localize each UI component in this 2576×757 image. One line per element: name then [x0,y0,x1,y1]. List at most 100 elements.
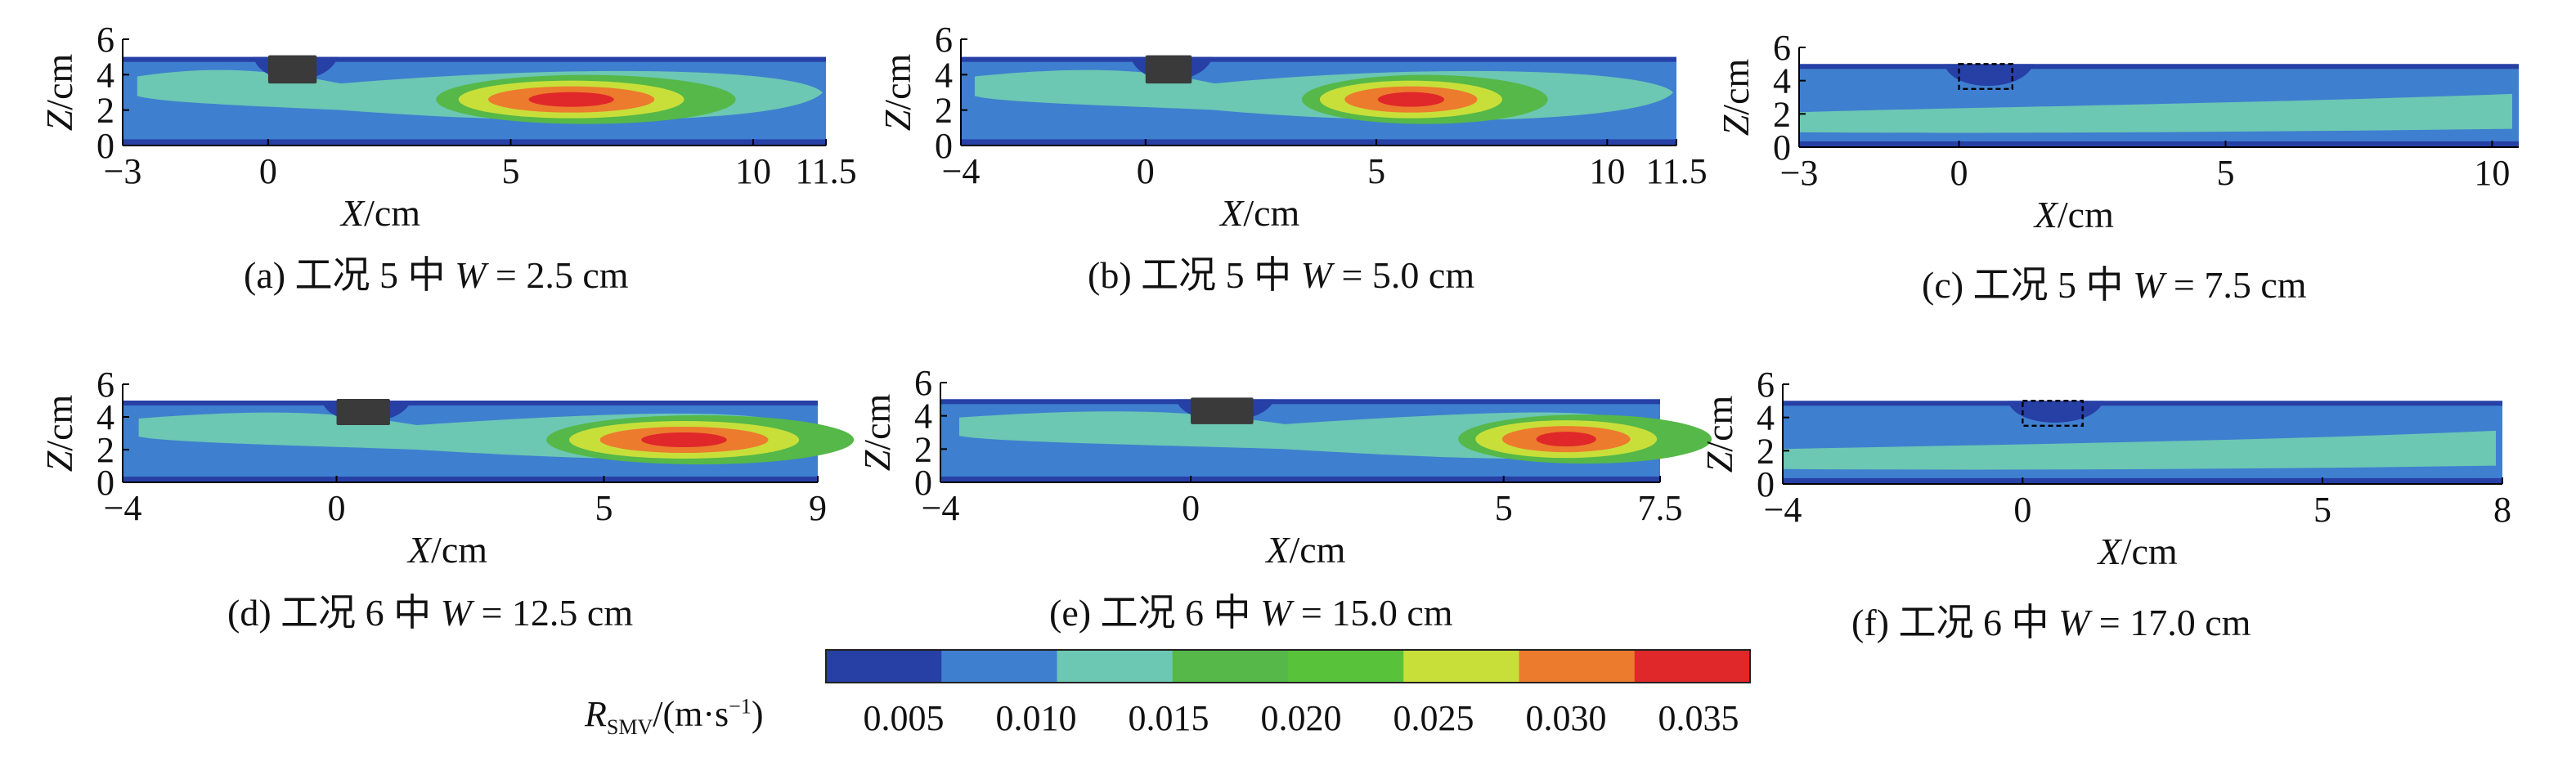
obstacle-outline [1958,63,2013,91]
z-tick-label: 0 [914,463,932,503]
colorbar-tick-label: 0.020 [1261,698,1342,738]
x-tick-label: 10 [735,151,771,191]
x-tick-label: 11.5 [795,151,856,191]
z-tick-label: 4 [1757,398,1775,438]
x-axis-title: X/cm [2097,531,2178,572]
z-tick-label: 6 [914,363,932,403]
x-tick-label: 5 [1495,488,1513,528]
surface-band [961,56,1676,62]
bed-band [1799,141,2519,147]
x-tick-label: 5 [2216,153,2234,193]
colorbar-tick-label: 0.030 [1526,698,1607,738]
contour-level-0-010 [1799,93,2512,133]
z-tick-label: 0 [1773,128,1791,168]
x-tick-label: 0 [1950,153,1968,193]
z-axis-title: Z/cm [877,53,918,131]
colorbar-label: RSMV/(m·s−1) [585,694,764,739]
contour-level-0-010 [1783,430,2496,470]
z-tick-label: 4 [96,397,114,437]
z-tick-label: 0 [96,463,114,503]
colorbar-swatch-7 [1634,650,1751,683]
colorbar-swatch-2 [1057,650,1174,683]
colorbar-tick-label: 0.015 [1129,698,1209,738]
surface-band [123,401,818,405]
x-axis-title: X/cm [1218,192,1299,234]
colorbar-frame [825,649,1751,683]
surface-band [123,56,826,62]
colorbar-tick-label: 0.010 [996,698,1077,738]
contour-level-4 [1536,432,1596,447]
x-tick-label: 5 [1367,151,1385,191]
x-tick-label: 9 [809,488,827,528]
z-tick-label: 6 [1757,365,1775,405]
contour-level-4 [1377,92,1445,107]
colorbar-swatch-4 [1288,650,1404,683]
x-tick-label: −4 [1764,490,1802,530]
contour-level-4 [641,432,727,447]
bed-band [123,477,818,482]
caption-b: (b) 工况 5 中 W = 5.0 cm [1088,254,1475,296]
colorbar-swatch-0 [826,650,942,683]
caption-e: (e) 工况 6 中 W = 15.0 cm [1049,592,1453,634]
x-tick-label: −3 [104,151,142,191]
z-tick-label: 2 [1757,431,1775,471]
z-axis-title: Z/cm [856,393,898,471]
colorbar-swatch-5 [1403,650,1519,683]
x-tick-label: 0 [259,151,277,191]
obstacle-outline [2022,400,2084,428]
colorbar-swatch-6 [1519,650,1636,683]
x-tick-label: 0 [1182,488,1200,528]
x-tick-label: 7.5 [1638,488,1683,528]
x-tick-label: 5 [501,151,519,191]
surface-band [1799,64,2519,69]
contour-level-4 [528,92,614,107]
x-axis-title: X/cm [339,192,420,234]
wake-region [1944,64,2034,86]
colorbar-tick-label: 0.005 [864,698,945,738]
z-tick-label: 0 [96,126,114,166]
caption-d: (d) 工况 6 中 W = 12.5 cm [227,592,634,634]
colorbar-tick-label: 0.035 [1658,698,1739,738]
colorbar-tick-label: 0.025 [1393,698,1474,738]
obstacle-block [1145,55,1192,84]
obstacle-block [336,399,390,425]
x-tick-label: 10 [1589,151,1625,191]
bed-band [940,476,1660,482]
z-tick-label: 6 [935,20,953,60]
x-tick-label: 5 [595,488,613,528]
caption-c: (c) 工况 5 中 W = 7.5 cm [1922,264,2307,306]
x-axis-title: X/cm [406,529,487,571]
z-tick-label: 4 [1773,61,1791,101]
z-tick-label: 6 [1773,28,1791,68]
colorbar-swatch-1 [941,650,1057,683]
obstacle-block [1191,397,1254,424]
z-tick-label: 4 [96,55,114,95]
x-tick-label: 10 [2474,153,2510,193]
z-tick-label: 2 [914,429,932,469]
z-tick-label: 4 [935,55,953,95]
obstacle-block [267,55,317,84]
x-tick-label: 0 [2013,490,2031,530]
colorbar-swatch-3 [1172,650,1289,683]
x-tick-label: 0 [1137,151,1155,191]
x-tick-label: −4 [922,488,960,528]
x-axis-title: X/cm [1264,529,1345,571]
x-tick-label: 5 [2313,490,2331,530]
z-tick-label: 0 [935,126,953,166]
x-tick-label: −4 [104,488,142,528]
caption-a: (a) 工况 5 中 W = 2.5 cm [244,254,629,296]
z-axis-title: Z/cm [1715,58,1757,136]
z-tick-label: 2 [935,91,953,131]
wake-region [2008,401,2104,423]
x-tick-label: −3 [1780,153,1819,193]
x-tick-label: 8 [2493,490,2511,530]
x-tick-label: −4 [942,151,981,191]
z-tick-label: 6 [96,20,114,60]
x-tick-label: 11.5 [1645,151,1707,191]
caption-f: (f) 工况 6 中 W = 17.0 cm [1851,602,2251,643]
